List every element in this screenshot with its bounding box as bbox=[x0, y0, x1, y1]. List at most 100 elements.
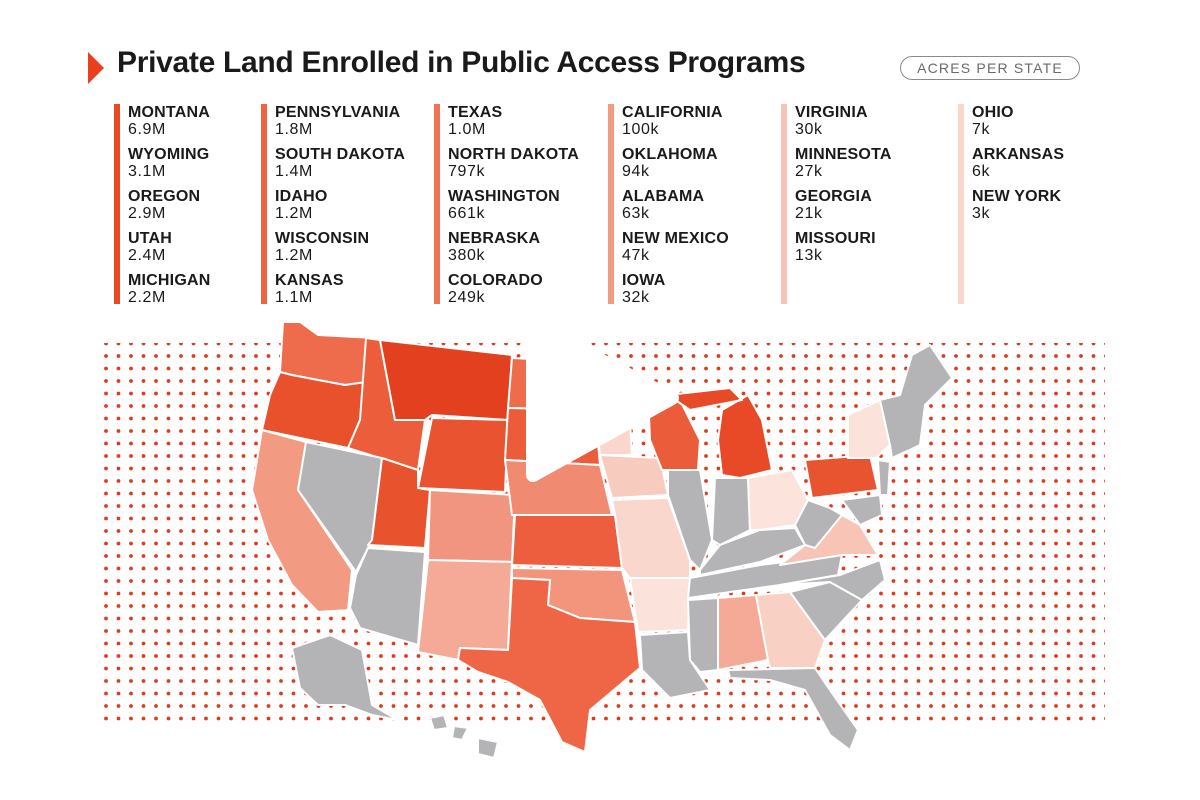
state-louisiana bbox=[639, 631, 711, 699]
state-value: 32k bbox=[622, 289, 650, 306]
legend-item: UTAH 2.4M bbox=[128, 230, 210, 272]
state-colorado bbox=[427, 489, 516, 563]
state-arkansas bbox=[629, 577, 691, 633]
state-value: 3k bbox=[972, 205, 991, 222]
state-utah bbox=[367, 457, 431, 549]
legend-item: NEW YORK 3k bbox=[972, 188, 1064, 230]
title-marker-icon bbox=[88, 52, 104, 84]
legend-column: MONTANA 6.9M WYOMING 3.1M OREGON 2.9M UTAH 2.4M… bbox=[114, 104, 210, 306]
state-value: 94k bbox=[622, 163, 650, 180]
state-value: 661k bbox=[448, 205, 486, 222]
legend-item: OREGON 2.9M bbox=[128, 188, 210, 230]
state-montana bbox=[379, 339, 513, 421]
state-name: MONTANA bbox=[128, 104, 210, 121]
state-new-mexico bbox=[417, 559, 513, 661]
legend-item: MICHIGAN 2.2M bbox=[128, 272, 210, 314]
play-icon[interactable] bbox=[526, 318, 679, 482]
state-texas bbox=[457, 577, 641, 753]
state-value: 797k bbox=[448, 163, 486, 180]
legend-item: KANSAS 1.1M bbox=[275, 272, 405, 314]
state-arizona bbox=[349, 547, 426, 646]
state-name: OKLAHOMA bbox=[622, 146, 718, 163]
state-value: 7k bbox=[972, 121, 991, 138]
page-title: Private Land Enrolled in Public Access P… bbox=[117, 46, 806, 79]
state-value: 1.1M bbox=[275, 289, 313, 306]
state-name: SOUTH DAKOTA bbox=[275, 146, 406, 163]
legend-item: MINNESOTA 27k bbox=[795, 146, 892, 188]
state-value: 6.9M bbox=[128, 121, 166, 138]
state-name: IOWA bbox=[622, 272, 666, 289]
state-value: 1.2M bbox=[275, 205, 313, 222]
play-button[interactable] bbox=[526, 318, 679, 482]
legend-item: WYOMING 3.1M bbox=[128, 146, 210, 188]
state-value: 63k bbox=[622, 205, 650, 222]
state-name: NEW MEXICO bbox=[622, 230, 729, 247]
legend-item: MONTANA 6.9M bbox=[128, 104, 210, 146]
state-value: 1.8M bbox=[275, 121, 313, 138]
state-name: COLORADO bbox=[448, 272, 543, 289]
state-michigan bbox=[667, 387, 773, 479]
unit-badge: ACRES PER STATE bbox=[900, 56, 1080, 80]
legend-item: ALABAMA 63k bbox=[622, 188, 729, 230]
legend-item: OKLAHOMA 94k bbox=[622, 146, 729, 188]
state-indiana bbox=[711, 477, 751, 546]
legend-item: GEORGIA 21k bbox=[795, 188, 892, 230]
state-alaska bbox=[291, 634, 399, 721]
state-name: KANSAS bbox=[275, 272, 344, 289]
state-name: WASHINGTON bbox=[448, 188, 560, 205]
state-value: 100k bbox=[622, 121, 660, 138]
state-value: 6k bbox=[972, 163, 991, 180]
state-mississippi bbox=[687, 597, 719, 673]
state-name: NEW YORK bbox=[972, 188, 1062, 205]
state-new-york bbox=[847, 399, 891, 459]
state-value: 380k bbox=[448, 247, 486, 264]
state-new-jersey bbox=[877, 459, 891, 496]
state-value: 2.4M bbox=[128, 247, 166, 264]
state-name: UTAH bbox=[128, 230, 173, 247]
state-name: VIRGINIA bbox=[795, 104, 868, 121]
legend-item: TEXAS 1.0M bbox=[448, 104, 579, 146]
state-value: 13k bbox=[795, 247, 823, 264]
legend-item: SOUTH DAKOTA 1.4M bbox=[275, 146, 405, 188]
legend-item: IDAHO 1.2M bbox=[275, 188, 405, 230]
legend-column: TEXAS 1.0M NORTH DAKOTA 797k WASHINGTON 661k N… bbox=[434, 104, 579, 306]
state-value: 47k bbox=[622, 247, 650, 264]
state-value: 1.4M bbox=[275, 163, 313, 180]
state-hawaii bbox=[429, 714, 499, 759]
state-value: 249k bbox=[448, 289, 486, 306]
state-name: WISCONSIN bbox=[275, 230, 370, 247]
legend-item: VIRGINIA 30k bbox=[795, 104, 892, 146]
state-florida bbox=[727, 667, 859, 751]
state-name: MISSOURI bbox=[795, 230, 876, 247]
legend-column: OHIO 7k ARKANSAS 6k NEW YORK 3k bbox=[958, 104, 1064, 304]
state-value: 27k bbox=[795, 163, 823, 180]
state-value: 1.2M bbox=[275, 247, 313, 264]
state-name: WYOMING bbox=[128, 146, 210, 163]
state-pennsylvania bbox=[804, 454, 879, 499]
state-name: MICHIGAN bbox=[128, 272, 211, 289]
state-name: CALIFORNIA bbox=[622, 104, 723, 121]
state-value: 2.9M bbox=[128, 205, 166, 222]
state-name: MINNESOTA bbox=[795, 146, 892, 163]
state-name: TEXAS bbox=[448, 104, 503, 121]
legend-item: COLORADO 249k bbox=[448, 272, 579, 314]
state-name: NEBRASKA bbox=[448, 230, 541, 247]
state-west-virginia bbox=[794, 499, 843, 549]
legend-item: WASHINGTON 661k bbox=[448, 188, 579, 230]
legend-item: PENNSYLVANIA 1.8M bbox=[275, 104, 405, 146]
state-name: PENNSYLVANIA bbox=[275, 104, 401, 121]
state-alabama bbox=[717, 594, 769, 671]
state-name: ARKANSAS bbox=[972, 146, 1065, 163]
legend-item: NEW MEXICO 47k bbox=[622, 230, 729, 272]
legend-item: NORTH DAKOTA 797k bbox=[448, 146, 579, 188]
state-new-england bbox=[879, 344, 953, 459]
state-wyoming bbox=[417, 417, 509, 493]
state-name: NORTH DAKOTA bbox=[448, 146, 579, 163]
state-maryland bbox=[841, 494, 883, 526]
legend-item: CALIFORNIA 100k bbox=[622, 104, 729, 146]
state-value: 3.1M bbox=[128, 163, 166, 180]
legend-item: OHIO 7k bbox=[972, 104, 1064, 146]
state-name: ALABAMA bbox=[622, 188, 705, 205]
